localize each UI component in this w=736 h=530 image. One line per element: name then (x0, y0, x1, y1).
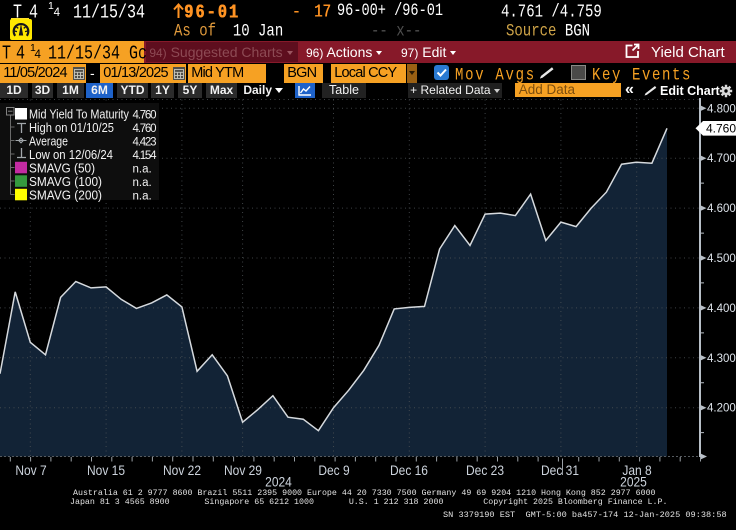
svg-text:4.760: 4.760 (706, 122, 736, 136)
svg-text:High on 01/10/25: High on 01/10/25 (29, 121, 114, 135)
svg-text:n.a.: n.a. (133, 177, 152, 189)
svg-text:Low on 12/06/24: Low on 12/06/24 (29, 148, 113, 162)
svg-text:n.a.: n.a. (133, 190, 152, 202)
svg-text:Mid Yield To Maturity: Mid Yield To Maturity (29, 107, 130, 121)
svg-text:2025: 2025 (620, 474, 647, 490)
svg-text:4.760: 4.760 (133, 123, 157, 135)
svg-text:Dec 23: Dec 23 (466, 462, 504, 478)
svg-text:Dec 16: Dec 16 (390, 462, 428, 478)
svg-text:SMAVG (50): SMAVG (50) (29, 161, 95, 175)
svg-text:4.300: 4.300 (707, 353, 736, 365)
svg-text:Jan 8: Jan 8 (622, 462, 651, 478)
svg-text:4.200: 4.200 (707, 403, 736, 415)
svg-text:4.800: 4.800 (707, 103, 736, 115)
svg-text:2024: 2024 (265, 474, 292, 490)
svg-text:n.a.: n.a. (133, 163, 152, 175)
svg-text:SMAVG (200): SMAVG (200) (29, 188, 102, 202)
svg-text:SMAVG (100): SMAVG (100) (29, 175, 102, 189)
svg-text:4.500: 4.500 (707, 253, 736, 265)
svg-text:Nov 29: Nov 29 (224, 462, 262, 478)
svg-text:4.423: 4.423 (133, 136, 157, 148)
svg-text:Nov 7: Nov 7 (15, 462, 46, 478)
svg-text:4.600: 4.600 (707, 203, 736, 215)
svg-text:Nov 22: Nov 22 (163, 462, 201, 478)
svg-text:Dec 9: Dec 9 (318, 462, 349, 478)
svg-text:Nov 15: Nov 15 (87, 462, 125, 478)
svg-text:Dec 31: Dec 31 (541, 462, 579, 478)
svg-text:4.760: 4.760 (133, 109, 157, 121)
svg-text:4.400: 4.400 (707, 303, 736, 315)
svg-text:4.154: 4.154 (133, 150, 158, 162)
svg-text:Average: Average (29, 134, 68, 148)
svg-text:4.700: 4.700 (707, 153, 736, 165)
